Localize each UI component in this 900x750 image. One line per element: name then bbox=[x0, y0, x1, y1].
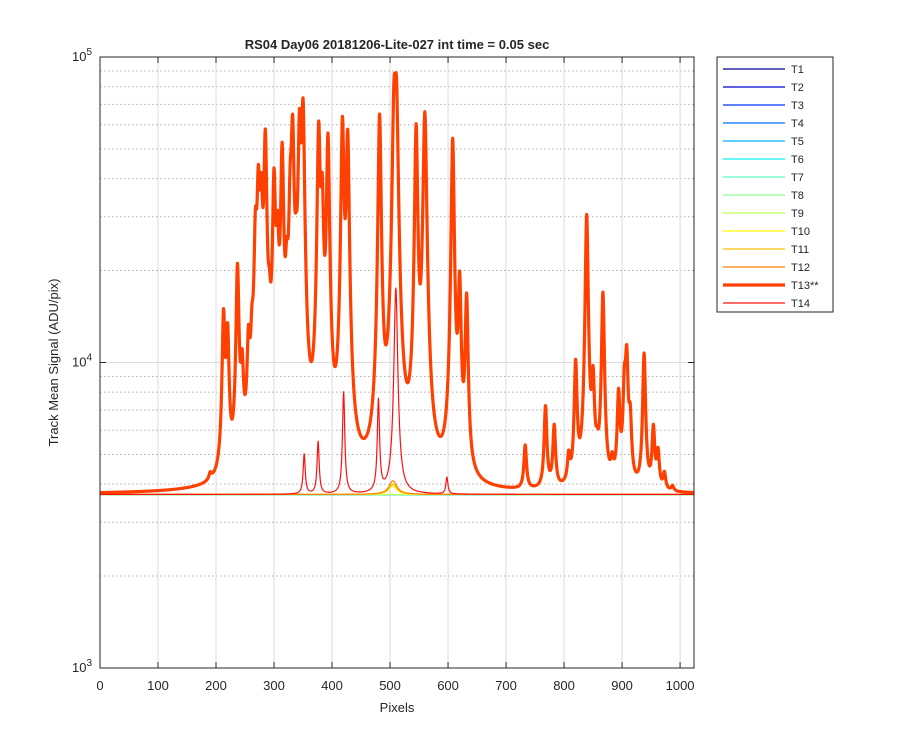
legend-label: T12 bbox=[791, 262, 810, 274]
y-tick-label-exponent: 4 bbox=[86, 353, 92, 364]
series-line-T13 bbox=[98, 71, 696, 495]
x-tick-labels: 0 100 200 300 400 500 600 700 800 900 1000 bbox=[96, 678, 694, 693]
y-tick-label-base: 10 bbox=[72, 660, 86, 675]
x-tick-label: 0 bbox=[96, 678, 103, 693]
x-tick-label: 700 bbox=[495, 678, 517, 693]
y-tick-label-exponent: 3 bbox=[86, 658, 92, 669]
legend-label: T7 bbox=[791, 172, 804, 184]
legend-label: T5 bbox=[791, 136, 804, 148]
chart-title: RS04 Day06 20181206-Lite-027 int time = … bbox=[245, 37, 550, 52]
y-tick-label-exponent: 5 bbox=[86, 47, 92, 58]
x-tick-label: 100 bbox=[147, 678, 169, 693]
y-tick-label: 105 bbox=[72, 47, 92, 64]
x-tick-label: 500 bbox=[379, 678, 401, 693]
y-tick-label: 103 bbox=[72, 658, 92, 675]
series-line-T14 bbox=[99, 287, 695, 495]
x-axis-label: Pixels bbox=[380, 700, 415, 715]
legend-label: T13** bbox=[791, 280, 819, 292]
legend-label: T14 bbox=[791, 298, 810, 310]
x-tick-label: 1000 bbox=[666, 678, 695, 693]
x-tick-label: 900 bbox=[611, 678, 633, 693]
x-tick-label: 300 bbox=[263, 678, 285, 693]
legend-label: T2 bbox=[791, 82, 804, 94]
legend-label: T3 bbox=[791, 100, 804, 112]
legend-box bbox=[716, 56, 834, 313]
x-tick-label: 800 bbox=[553, 678, 575, 693]
legend-label: T4 bbox=[791, 118, 804, 130]
x-tick-label: 200 bbox=[205, 678, 227, 693]
legend-label: T9 bbox=[791, 208, 804, 220]
legend: T1 T2 T3 T4 T5 T6 T7 T8 T9 T10 T11 T12 T13** T14 bbox=[716, 56, 834, 313]
x-tick-label: 400 bbox=[321, 678, 343, 693]
series-lines bbox=[98, 71, 696, 496]
legend-label: T6 bbox=[791, 154, 804, 166]
legend-label: T8 bbox=[791, 190, 804, 202]
y-tick-label-base: 10 bbox=[72, 355, 86, 370]
legend-label: T11 bbox=[791, 244, 809, 256]
y-tick-label-base: 10 bbox=[72, 49, 86, 64]
tick-marks bbox=[99, 56, 694, 669]
y-tick-label: 104 bbox=[72, 353, 92, 370]
y-axis-label: Track Mean Signal (ADU/pix) bbox=[46, 279, 61, 447]
legend-label: T10 bbox=[791, 226, 810, 238]
x-tick-label: 600 bbox=[437, 678, 459, 693]
legend-label: T1 bbox=[791, 64, 804, 76]
